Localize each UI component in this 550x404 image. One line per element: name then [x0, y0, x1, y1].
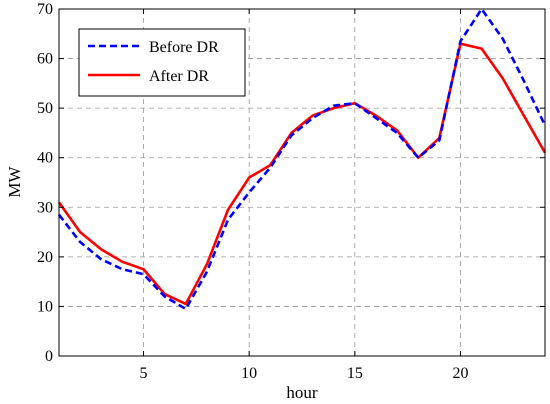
- y-axis-label: MW: [5, 165, 24, 197]
- y-tick-label: 40: [37, 150, 53, 167]
- legend-box: [78, 28, 246, 97]
- y-tick-label: 10: [37, 298, 53, 315]
- y-tick-label: 70: [37, 1, 53, 18]
- x-axis-label: hour: [286, 383, 318, 402]
- x-tick-label: 10: [241, 365, 257, 382]
- legend-label-before-dr: Before DR: [149, 39, 219, 56]
- y-tick-label: 30: [37, 199, 53, 216]
- x-tick-label: 20: [452, 365, 468, 382]
- series-line-after-dr: [57, 42, 547, 306]
- series-layer: [57, 7, 547, 311]
- y-tick-label: 50: [37, 100, 53, 117]
- series-line-before-dr: [57, 7, 547, 311]
- x-tick-label: 5: [140, 365, 148, 382]
- legend: Before DR After DR: [78, 28, 246, 97]
- y-tick-label: 20: [37, 249, 53, 266]
- y-tick-label: 60: [37, 51, 53, 68]
- grid: [59, 9, 545, 356]
- plot-frame: [58, 8, 546, 357]
- y-tick-label: 0: [45, 348, 53, 365]
- x-tick-label: 15: [347, 365, 363, 382]
- legend-label-after-dr: After DR: [149, 68, 209, 85]
- ticks: 5 10 15 20 0 10 20 30 40 50 60 70: [37, 1, 545, 382]
